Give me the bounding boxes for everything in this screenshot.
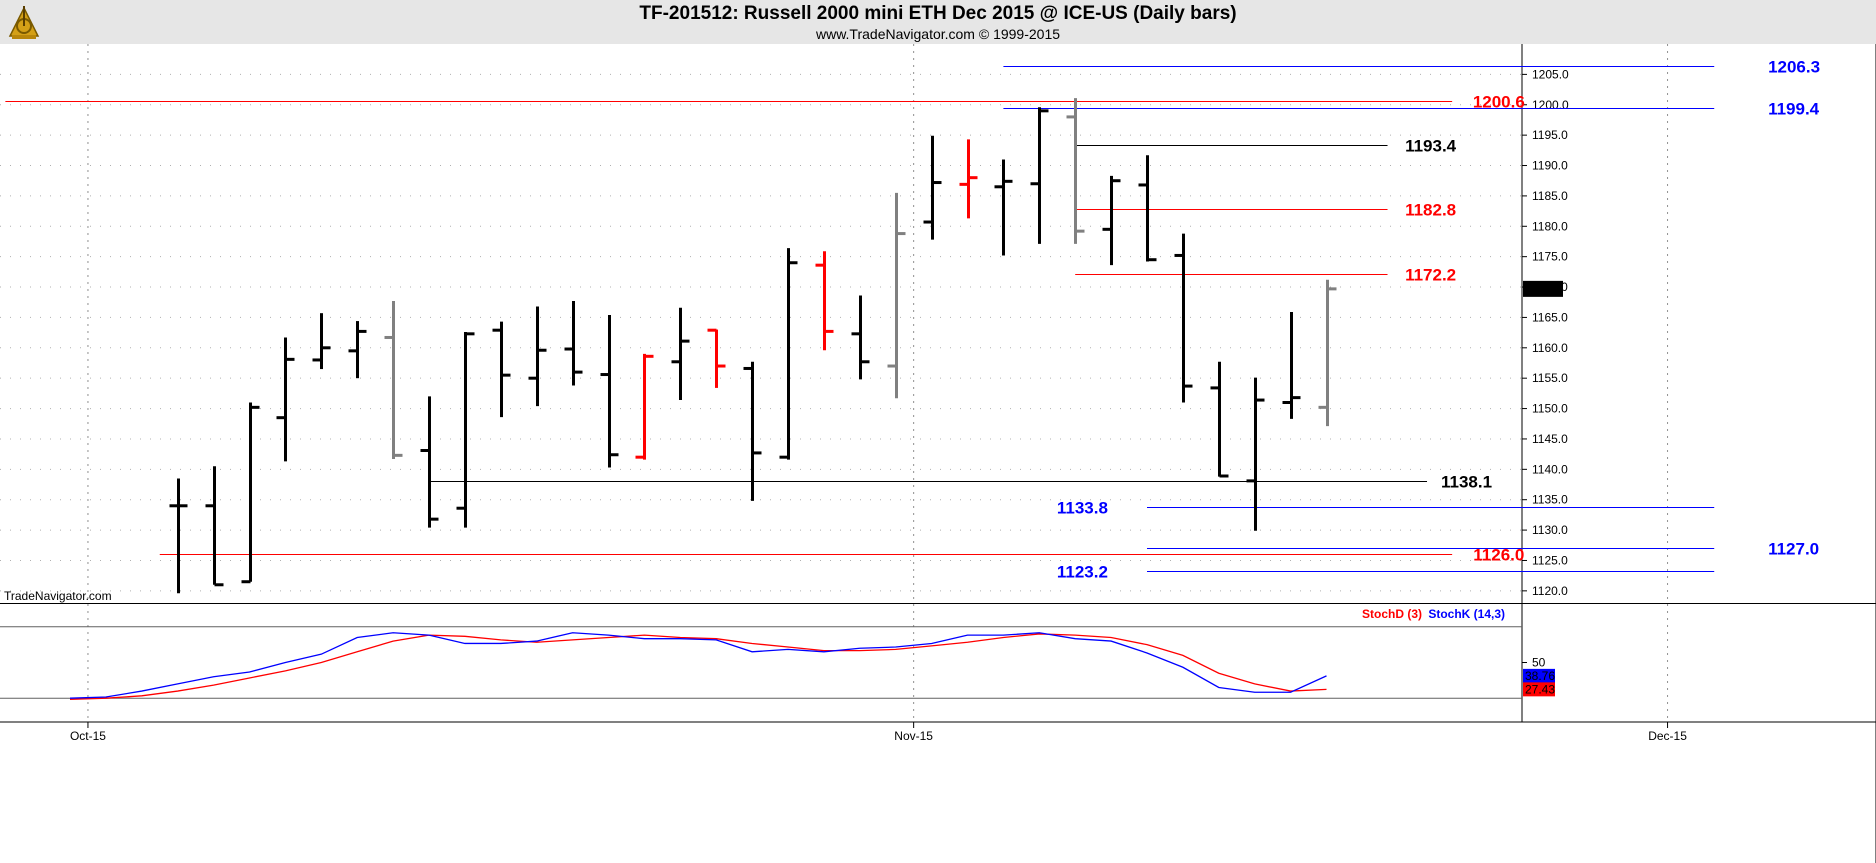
price-tick-label: 1120.0: [1532, 584, 1568, 598]
price-tick-label: 1175.0: [1532, 250, 1568, 264]
chart-header: [0, 0, 1876, 44]
level-label: 1199.4: [1768, 100, 1820, 119]
level-label: 1138.1: [1441, 473, 1492, 492]
ohlc-bar: [671, 307, 690, 401]
ohlc-bar: [205, 466, 224, 587]
last-price-label: 1169.7: [1525, 282, 1561, 296]
ohlc-bar: [1138, 155, 1157, 262]
ohlc-bar: [707, 328, 726, 388]
ohlc-bar: [959, 139, 978, 219]
ohlc-bar: [887, 192, 906, 399]
ohlc-bar: [1102, 175, 1121, 266]
price-tick-label: 1130.0: [1532, 523, 1568, 537]
price-tick-label: 1145.0: [1532, 432, 1568, 446]
ohlc-bar: [348, 321, 367, 379]
time-axis-label: Oct-15: [70, 729, 106, 743]
stoch-k-value: 38.76: [1525, 669, 1555, 683]
level-label: 1206.3: [1768, 58, 1820, 77]
stoch-k-value-box: [1523, 668, 1555, 683]
legend-stoch-k: StochK (14,3): [1428, 607, 1505, 621]
ohlc-bar: [779, 248, 798, 460]
ohlc-bar: [420, 396, 439, 528]
price-tick-label: 1165.0: [1532, 310, 1568, 324]
ohlc-bar: [635, 353, 654, 460]
price-tick-label: 1195.0: [1532, 128, 1568, 142]
sextant-logo-icon: [8, 6, 40, 39]
level-label: 1127.0: [1768, 540, 1819, 559]
level-label: 1123.2: [1057, 563, 1108, 582]
price-tick-label: 1125.0: [1532, 553, 1568, 567]
time-axis-label: Nov-15: [894, 729, 933, 743]
ohlc-bar: [743, 361, 762, 501]
level-label: 1172.2: [1405, 266, 1456, 285]
price-tick-label: 1200.0: [1532, 98, 1569, 112]
level-label: 1126.0: [1473, 546, 1524, 565]
ohlc-bar: [456, 332, 475, 528]
ohlc-bar: [564, 301, 583, 386]
time-axis-label: Dec-15: [1648, 729, 1687, 743]
ohlc-bar: [169, 478, 188, 594]
ohlc-bar: [241, 402, 260, 584]
ohlc-bar: [1318, 279, 1337, 427]
ohlc-bar: [600, 314, 619, 468]
level-label: 1182.8: [1405, 201, 1456, 220]
price-axis-area: [1522, 44, 1876, 722]
ohlc-bar: [1282, 311, 1301, 419]
chart-title: TF-201512: Russell 2000 mini ETH Dec 201…: [639, 3, 1237, 24]
legend-stoch-d: StochD (3): [1362, 607, 1422, 621]
price-tick-label: 1180.0: [1532, 219, 1568, 233]
ohlc-bar: [1066, 98, 1085, 244]
price-tick-label: 1155.0: [1532, 371, 1568, 385]
ohlc-bar: [312, 313, 331, 370]
stoch-d-value: 27.43: [1525, 682, 1555, 696]
stoch-d-value-box: [1523, 682, 1555, 697]
last-price-box: [1523, 280, 1563, 297]
ohlc-bar: [528, 306, 547, 407]
stoch-k-line: [69, 632, 1327, 699]
stoch-d-line: [69, 633, 1327, 701]
price-tick-label: 1205.0: [1532, 67, 1569, 81]
ohlc-bar: [994, 159, 1013, 256]
ohlc-bar: [1210, 361, 1229, 478]
price-tick-label: 1140.0: [1532, 462, 1568, 476]
ohlc-bar: [851, 295, 870, 380]
ohlc-bar: [384, 301, 403, 459]
ohlc-bar: [923, 135, 942, 240]
chart-subtitle: www.TradeNavigator.com © 1999-2015: [815, 26, 1061, 42]
stoch-tick-label: 50: [1532, 656, 1546, 670]
ohlc-bar: [1246, 377, 1265, 531]
level-label: 1200.6: [1473, 93, 1525, 112]
price-tick-label: 1160.0: [1532, 341, 1568, 355]
ohlc-bar: [492, 321, 511, 418]
price-tick-label: 1190.0: [1532, 159, 1568, 173]
watermark-text: TradeNavigator.com: [4, 589, 112, 603]
price-tick-label: 1135.0: [1532, 493, 1568, 507]
price-tick-label: 1150.0: [1532, 402, 1568, 416]
price-tick-label: 1185.0: [1532, 189, 1568, 203]
level-label: 1133.8: [1057, 499, 1108, 518]
ohlc-bar: [815, 251, 834, 351]
ohlc-bar: [1174, 233, 1193, 403]
level-label: 1193.4: [1405, 137, 1457, 156]
ohlc-bar: [1030, 107, 1049, 244]
ohlc-bar: [276, 337, 295, 462]
